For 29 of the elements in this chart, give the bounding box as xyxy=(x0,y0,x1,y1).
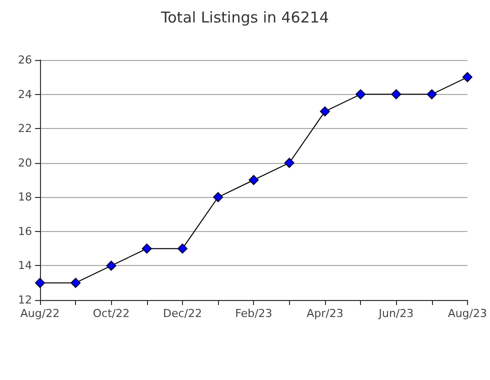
x-tick-label: Oct/22 xyxy=(92,307,130,320)
x-tick-label: Apr/23 xyxy=(306,307,344,320)
point xyxy=(177,244,188,254)
y-tick-label: 26 xyxy=(18,54,32,66)
point xyxy=(248,175,259,185)
point xyxy=(142,244,152,254)
y-tick-label: 18 xyxy=(18,190,32,204)
point xyxy=(391,89,402,100)
x-tick-label: Aug/22 xyxy=(20,307,60,320)
point xyxy=(356,89,366,100)
y-tick-label: 24 xyxy=(18,88,32,101)
y-tick-label: 16 xyxy=(18,224,32,238)
x-tick-label: Aug/23 xyxy=(448,307,488,320)
point xyxy=(213,192,224,202)
y-tick-label: 22 xyxy=(18,122,32,136)
x-tick-label: Jun/23 xyxy=(378,307,414,320)
point xyxy=(35,278,45,288)
chart-title: Total Listings in 46214 xyxy=(160,8,329,26)
x-tick-label: Dec/22 xyxy=(162,307,202,320)
y-tick-label: 20 xyxy=(18,156,32,170)
point xyxy=(70,278,81,288)
point xyxy=(426,89,437,100)
x-tick-label: Feb/23 xyxy=(235,307,272,320)
point xyxy=(462,72,472,82)
point xyxy=(106,260,116,271)
point xyxy=(284,158,294,168)
y-tick-label: 12 xyxy=(18,294,32,306)
y-tick-label: 14 xyxy=(18,259,32,272)
point xyxy=(320,106,330,116)
